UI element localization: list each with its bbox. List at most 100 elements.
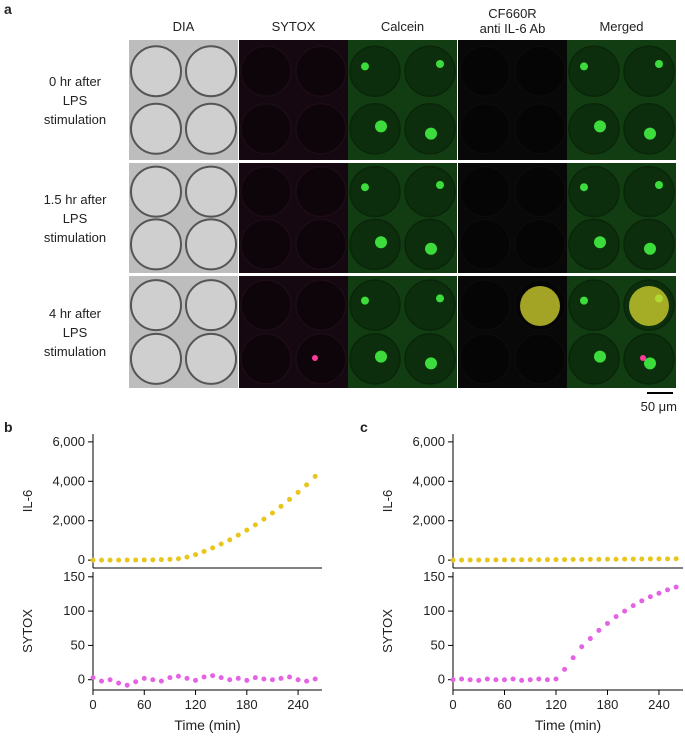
point — [647, 556, 653, 562]
point — [107, 557, 113, 563]
point — [312, 473, 318, 479]
point — [141, 675, 147, 681]
cell — [436, 60, 444, 68]
well — [130, 165, 182, 218]
x-tick-label: 60 — [497, 697, 511, 712]
point — [167, 556, 173, 562]
cell — [644, 127, 656, 140]
well — [240, 333, 292, 385]
point — [227, 677, 233, 683]
row-label: stimulation — [44, 112, 106, 127]
point — [562, 666, 568, 672]
well — [404, 165, 456, 218]
y-tick-label: 4,000 — [412, 473, 445, 488]
point — [227, 537, 233, 543]
well — [349, 279, 401, 331]
point — [493, 677, 499, 683]
row-label: LPS — [63, 93, 88, 108]
point — [287, 674, 293, 680]
x-axis-label: Time (min) — [535, 717, 601, 733]
row-label: 4 hr after — [49, 306, 102, 321]
column-header: DIA — [173, 19, 195, 34]
y-tick-label: 2,000 — [412, 513, 445, 528]
well — [185, 279, 237, 332]
point — [553, 557, 559, 563]
point — [656, 556, 662, 562]
point — [596, 556, 602, 562]
well — [568, 333, 620, 385]
point — [278, 503, 284, 509]
point — [150, 677, 156, 683]
well — [240, 218, 292, 271]
point — [665, 556, 671, 562]
point — [639, 598, 645, 604]
x-tick-label: 120 — [545, 697, 567, 712]
point — [544, 677, 550, 683]
well — [349, 165, 401, 218]
point — [304, 678, 310, 684]
well — [459, 333, 511, 385]
well — [240, 45, 292, 97]
point — [613, 556, 619, 562]
cell — [436, 294, 444, 303]
cell — [520, 286, 560, 326]
point — [476, 557, 482, 563]
point — [459, 676, 465, 682]
cell — [436, 181, 444, 189]
y-tick-label: 0 — [438, 552, 445, 567]
cell — [375, 236, 387, 249]
point — [175, 556, 181, 562]
well — [568, 279, 620, 331]
y-tick-label: 0 — [78, 552, 85, 567]
point — [312, 676, 318, 682]
well — [459, 218, 511, 271]
cell — [644, 357, 656, 370]
point — [622, 556, 628, 562]
y-axis-label: SYTOX — [20, 609, 35, 653]
well — [130, 102, 182, 155]
well — [295, 165, 347, 218]
row-label: 0 hr after — [49, 74, 102, 89]
well — [514, 165, 566, 218]
cell — [375, 350, 387, 363]
point — [570, 655, 576, 661]
well — [459, 103, 511, 155]
point — [630, 603, 636, 609]
point — [124, 682, 130, 688]
point — [210, 545, 216, 551]
row-label: stimulation — [44, 230, 106, 245]
point — [613, 614, 619, 620]
point — [252, 522, 258, 528]
point — [501, 557, 507, 563]
x-tick-label: 60 — [137, 697, 151, 712]
y-tick-label: 0 — [438, 672, 445, 687]
well — [185, 218, 237, 271]
y-tick-label: 0 — [78, 672, 85, 687]
column-header: Merged — [599, 19, 643, 34]
well — [459, 165, 511, 218]
cell — [594, 350, 606, 363]
cell — [361, 62, 369, 71]
point — [175, 673, 181, 679]
well — [185, 165, 237, 218]
point — [269, 677, 275, 683]
point — [656, 590, 662, 596]
point — [562, 557, 568, 563]
well — [568, 218, 620, 271]
panel-label: b — [4, 419, 13, 435]
well — [295, 279, 347, 331]
point — [673, 584, 679, 590]
point — [244, 677, 250, 683]
point — [587, 636, 593, 642]
cell — [580, 296, 588, 305]
well — [295, 333, 347, 385]
point — [510, 676, 516, 682]
well — [240, 279, 292, 331]
point — [107, 677, 113, 683]
y-tick-label: 6,000 — [412, 434, 445, 449]
well — [459, 279, 511, 331]
panel-label: a — [4, 1, 12, 17]
y-tick-label: 100 — [63, 603, 85, 618]
well — [130, 45, 182, 98]
